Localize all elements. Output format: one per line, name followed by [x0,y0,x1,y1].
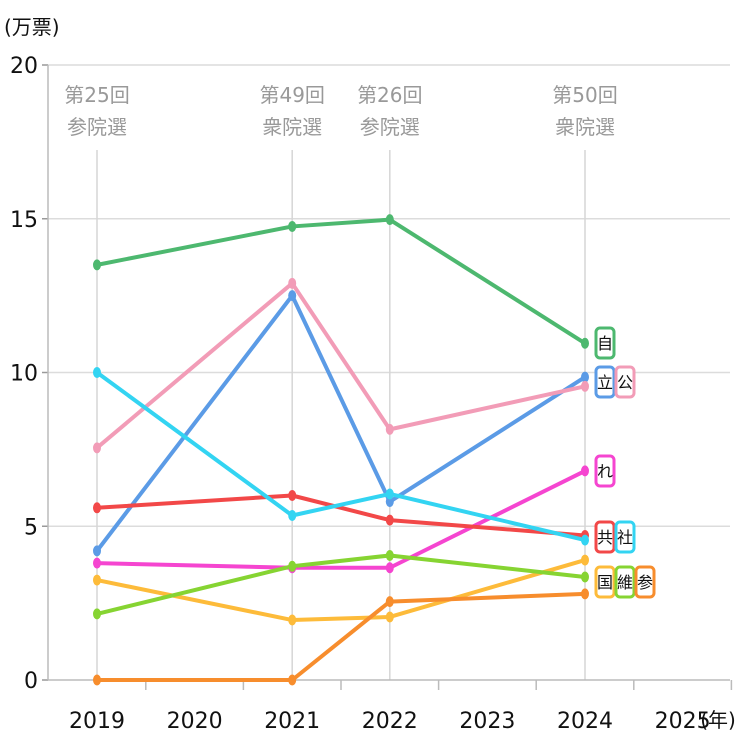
series-label-box-国 [594,565,616,599]
data-point-国 [93,574,101,586]
x-tick-label: 2025 [655,709,711,734]
data-point-共 [93,502,101,514]
data-point-立 [385,496,394,508]
series-label-社: 社 [617,528,633,547]
data-point-国 [581,554,589,566]
data-point-共 [385,514,394,526]
series-label-維: 維 [617,573,633,592]
series-label-自: 自 [597,334,613,353]
series-label-box-自 [594,326,616,360]
data-point-立 [288,290,297,302]
series-label-box-参 [634,565,656,599]
data-point-維 [93,608,101,620]
series-label-立: 立 [597,373,613,392]
y-axis-unit: (万票) [4,15,60,39]
data-point-れ [93,557,101,569]
series-line-維 [96,553,586,616]
data-point-参 [581,588,589,600]
series-line-れ [96,469,586,570]
data-point-自 [288,220,297,232]
series-line-社 [95,370,586,543]
data-point-国 [385,611,394,623]
series-line-参 [97,591,586,682]
election-annotation-line1: 第25回 [64,83,129,107]
data-point-共 [288,490,297,501]
x-tick-label: 2023 [459,709,515,734]
series-line-国 [96,558,586,623]
series-label-box-れ [594,454,616,488]
data-point-立 [581,371,589,383]
data-point-参 [93,674,101,686]
series-line-共 [96,493,586,538]
election-annotation-line2: 参院選 [360,115,420,139]
data-point-立 [93,545,101,557]
data-point-れ [581,465,589,477]
data-point-自 [385,214,394,226]
series-label-box-維 [614,565,636,599]
election-annotation-line1: 第50回 [552,83,617,107]
data-point-自 [93,259,101,271]
election-annotation-line2: 衆院選 [262,115,322,139]
data-point-社 [581,534,589,546]
election-annotation-line1: 第49回 [259,83,324,107]
x-tick-label: 2021 [264,709,320,734]
series-label-れ: れ [597,462,613,481]
series-label-参: 参 [637,573,653,592]
series-label-box-公 [614,365,636,399]
y-tick-label: 10 [10,362,38,387]
x-tick-label: 2022 [362,709,418,734]
y-tick-label: 15 [10,208,38,233]
series-label-box-立 [594,365,616,399]
data-point-参 [385,596,394,608]
data-point-自 [581,337,589,349]
series-label-共: 共 [597,528,613,547]
data-point-公 [581,380,589,392]
series-label-国: 国 [597,573,613,592]
series-line-立 [95,293,587,553]
data-point-公 [385,423,394,435]
series-label-box-社 [614,520,636,554]
data-point-社 [288,509,297,521]
series-line-公 [95,281,586,450]
data-point-参 [288,674,297,686]
series-label-公: 公 [617,373,633,392]
data-point-公 [93,442,101,454]
series-label-box-共 [594,520,616,554]
data-point-れ [385,562,394,574]
data-point-社 [385,488,394,500]
election-annotation-line1: 第26回 [357,83,422,107]
data-point-公 [288,277,297,289]
election-annotation-line2: 参院選 [67,115,127,139]
data-point-維 [385,549,394,561]
x-tick-label: 2020 [167,709,223,734]
y-tick-label: 20 [10,54,38,79]
series-line-自 [96,217,587,345]
data-point-社 [93,367,101,378]
data-point-維 [581,571,589,583]
data-point-維 [288,560,297,572]
election-annotation-line2: 衆院選 [555,115,615,139]
y-tick-label: 0 [24,669,38,694]
x-tick-label: 2024 [557,709,613,734]
x-tick-label: 2019 [69,709,125,734]
data-point-国 [288,614,297,626]
y-tick-label: 5 [24,515,38,540]
x-axis-unit: (年) [700,708,736,732]
